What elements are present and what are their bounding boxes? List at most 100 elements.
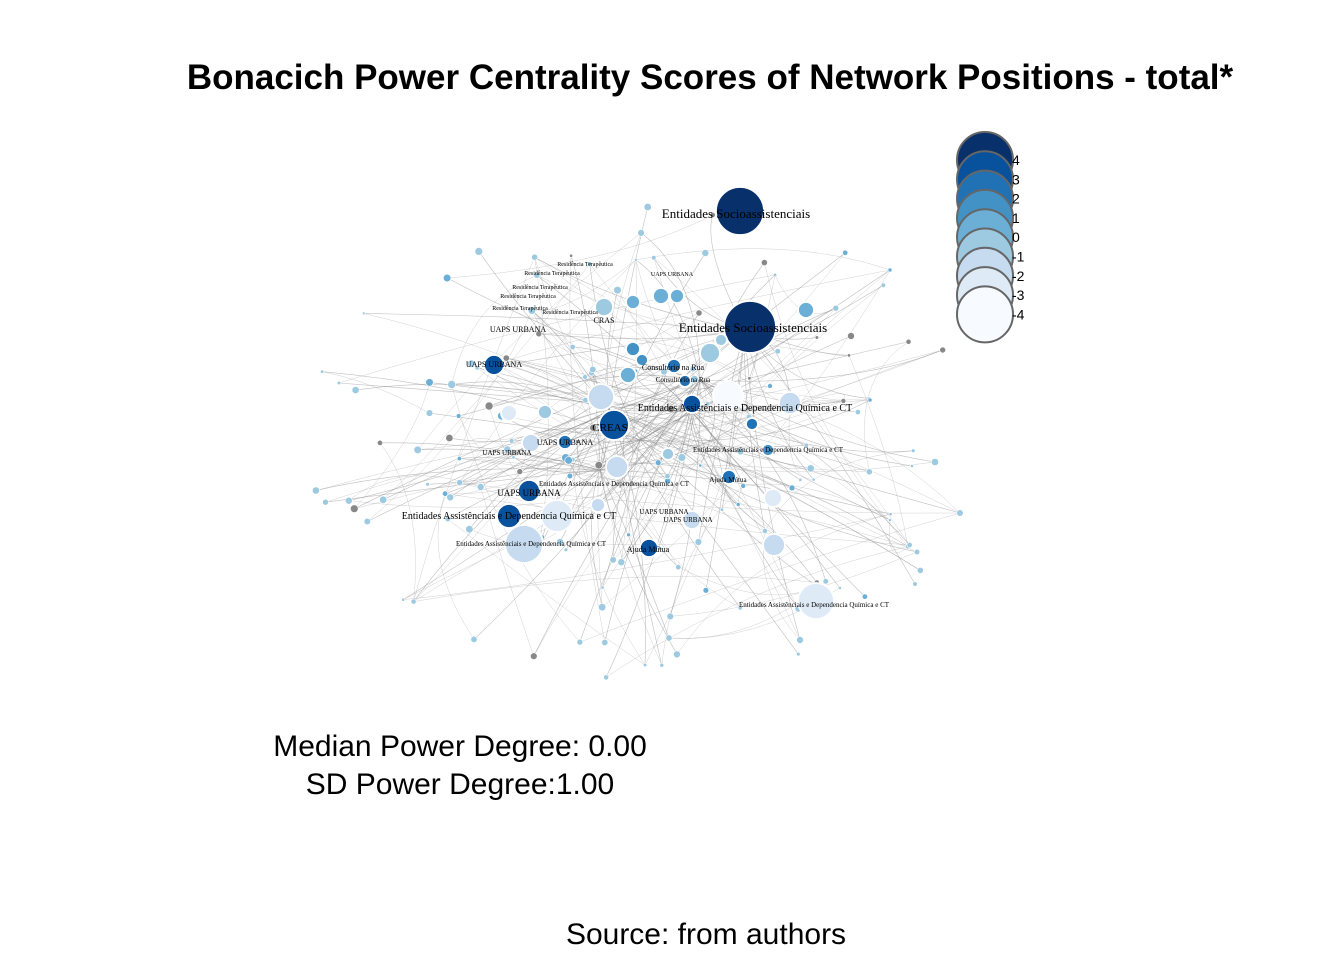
network-edge — [380, 442, 601, 471]
network-edge — [599, 469, 678, 655]
network-edge — [705, 329, 746, 591]
network-node — [635, 353, 649, 367]
network-edge — [413, 400, 586, 602]
network-edge — [584, 376, 662, 666]
network-node — [410, 598, 417, 605]
network-edge — [444, 312, 700, 494]
network-node — [888, 518, 892, 522]
network-edge — [531, 310, 779, 538]
network-edge — [698, 329, 746, 543]
network-node — [533, 271, 541, 279]
network-node — [639, 538, 659, 558]
network-node — [651, 255, 657, 261]
network-edge — [670, 551, 918, 617]
network-node — [695, 309, 703, 317]
network-edge — [789, 407, 961, 514]
legend-label: -1 — [1012, 249, 1025, 265]
network-edge — [437, 493, 475, 640]
network-edge — [445, 457, 566, 495]
network-node — [660, 368, 668, 376]
network-node — [503, 445, 512, 454]
network-node — [556, 538, 564, 546]
network-edge — [639, 439, 909, 547]
network-edge — [591, 469, 603, 608]
network-edge — [744, 329, 801, 641]
node-label: CREAS — [592, 422, 627, 434]
network-node — [842, 249, 849, 256]
network-node — [613, 286, 622, 295]
network-node — [569, 253, 574, 258]
network-node — [796, 651, 801, 657]
network-node — [575, 439, 580, 445]
network-node — [351, 386, 360, 394]
network-node — [956, 509, 964, 517]
legend-label: -2 — [1012, 268, 1025, 284]
network-edge — [429, 382, 691, 411]
median-power-degree: Median Power Degree: 0.00 — [273, 730, 647, 763]
network-node — [594, 461, 603, 470]
network-node — [589, 365, 597, 374]
network-node — [723, 300, 777, 354]
network-node — [587, 261, 592, 267]
network-node — [673, 650, 681, 659]
network-node — [540, 499, 574, 533]
network-nodes — [311, 186, 964, 681]
network-edge — [471, 363, 668, 482]
network-edge — [413, 409, 611, 602]
network-edge — [609, 409, 870, 473]
network-edge — [609, 400, 844, 412]
network-edge — [676, 513, 891, 655]
network-node — [598, 409, 630, 441]
network-node — [517, 479, 541, 503]
network-node — [654, 459, 662, 466]
node-label: Residência Terapêutica — [500, 294, 556, 300]
network-node — [761, 259, 768, 266]
network-edge — [367, 310, 533, 522]
network-edge — [743, 483, 891, 521]
network-edge — [379, 442, 416, 602]
network-node — [811, 477, 816, 482]
network-node — [456, 455, 462, 461]
network-edge — [572, 459, 646, 666]
network-node — [322, 498, 329, 506]
network-edge — [536, 275, 691, 411]
network-edge — [721, 329, 746, 510]
network-edge — [602, 269, 891, 588]
network-edge — [354, 382, 430, 509]
network-node — [594, 297, 614, 317]
legend-label: -3 — [1012, 287, 1025, 303]
network-edge — [469, 409, 611, 530]
network-node — [847, 332, 855, 340]
network-edge — [699, 349, 943, 382]
network-node — [712, 380, 744, 412]
network-node — [761, 443, 775, 457]
node-label: UAPS URBANA — [466, 360, 522, 369]
network-edge — [609, 409, 818, 583]
network-node — [910, 448, 916, 453]
network-node — [796, 636, 804, 644]
network-node — [643, 203, 652, 212]
network-node — [814, 335, 820, 340]
network-edge — [363, 313, 746, 331]
legend-label: 0 — [1012, 229, 1020, 245]
network-edge — [569, 416, 750, 477]
network-edge — [689, 409, 739, 505]
network-node — [698, 463, 703, 468]
node-label: UAPS URBANA — [490, 325, 546, 334]
network-node — [504, 524, 544, 564]
network-node — [425, 482, 430, 487]
network-edge — [533, 403, 708, 657]
network-node — [767, 383, 773, 389]
network-node — [511, 455, 516, 460]
network-edge — [338, 382, 691, 411]
network-node — [888, 512, 893, 517]
network-edge — [609, 409, 921, 571]
network-node — [476, 483, 485, 491]
node-label: Ajuda Mútua — [709, 476, 747, 484]
network-node — [455, 413, 462, 419]
node-label: Ajuda Mútua — [627, 545, 670, 554]
network-node — [470, 635, 478, 643]
legend-label: 1 — [1012, 210, 1020, 226]
node-label: Entidades Assistênciais e Dependencia Qu… — [402, 511, 616, 522]
network-edge — [451, 384, 581, 643]
